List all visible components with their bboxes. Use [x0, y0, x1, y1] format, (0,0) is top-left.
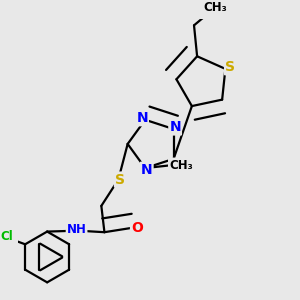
Text: NH: NH [67, 223, 86, 236]
Text: N: N [141, 163, 153, 177]
Text: O: O [131, 220, 143, 235]
Text: S: S [115, 172, 125, 187]
Text: Cl: Cl [0, 230, 13, 243]
Text: N: N [169, 121, 181, 134]
Text: CH₃: CH₃ [204, 1, 228, 14]
Text: N: N [136, 111, 148, 125]
Text: CH₃: CH₃ [169, 158, 193, 172]
Text: S: S [225, 60, 235, 74]
